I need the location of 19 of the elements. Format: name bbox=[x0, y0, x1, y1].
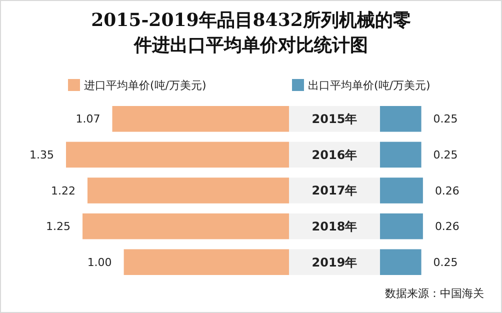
data-label: 0.25 bbox=[433, 256, 458, 269]
data-label: 0.26 bbox=[434, 184, 460, 198]
data-label: 0.26 bbox=[434, 220, 460, 234]
data-label: 0.25 bbox=[433, 148, 458, 162]
data-label: 1.07 bbox=[76, 112, 100, 126]
data-label: 1.00 bbox=[87, 256, 112, 269]
source-note: 数据来源：中国海关 bbox=[385, 287, 484, 300]
data-label: 1.25 bbox=[46, 220, 71, 234]
y-tick-label: 2016年 bbox=[312, 148, 358, 162]
y-tick-label: 2017年 bbox=[312, 184, 358, 198]
y-tick-label: 2015年 bbox=[312, 112, 358, 126]
legend-label: 进口平均单价(吨/万美元) bbox=[84, 78, 206, 92]
legend-label: 出口平均单价(吨/万美元) bbox=[308, 78, 430, 92]
chart-title: 2015-2019年品目8432所列机械的零件进出口平均单价对比统计图 bbox=[91, 10, 411, 56]
y-tick-label: 2019年 bbox=[312, 255, 358, 270]
y-tick-label: 2018年 bbox=[312, 220, 358, 234]
data-label: 1.22 bbox=[50, 184, 76, 198]
data-label: 0.25 bbox=[433, 112, 458, 126]
data-label: 1.35 bbox=[30, 148, 54, 162]
